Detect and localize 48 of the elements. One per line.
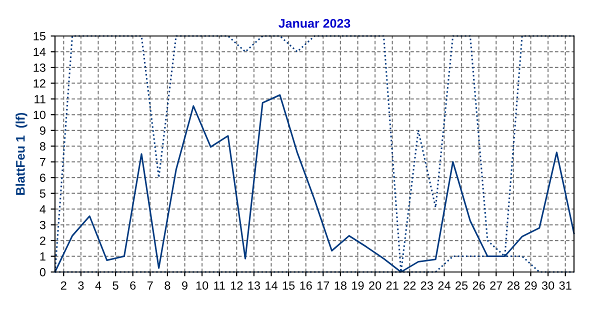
- x-tick-label: 18: [334, 281, 347, 290]
- y-tick-label: 13: [34, 64, 46, 72]
- y-tick-label: 14: [34, 48, 46, 56]
- x-tick-label: 8: [164, 281, 170, 290]
- x-tick-label: 19: [352, 281, 364, 290]
- y-tick-label: 0: [40, 268, 46, 276]
- x-tick-label: 27: [490, 281, 502, 290]
- chart-title: Januar 2023: [278, 18, 350, 28]
- y-tick-label: 1: [40, 252, 46, 261]
- x-tick-label: 20: [369, 281, 382, 290]
- x-tick-label: 15: [282, 281, 295, 290]
- y-axis-title: BlattFeu 1 (lf): [16, 112, 28, 195]
- x-tick-label: 21: [386, 281, 398, 290]
- x-tick-label: 4: [95, 281, 102, 290]
- y-tick-label: 3: [40, 220, 46, 230]
- x-tick-label: 24: [438, 281, 450, 290]
- y-tick-label: 8: [40, 142, 46, 151]
- y-tick-label: 9: [40, 126, 46, 135]
- x-tick-label: 9: [182, 281, 188, 290]
- y-tick-label: 2: [40, 236, 46, 245]
- y-tick-label: 15: [34, 32, 46, 40]
- x-tick-label: 11: [214, 281, 225, 290]
- x-tick-label: 13: [248, 281, 260, 290]
- x-tick-label: 2: [60, 281, 66, 290]
- y-tick-label: 11: [34, 95, 46, 104]
- x-tick-label: 17: [317, 281, 330, 290]
- y-tick-label: 10: [34, 110, 46, 120]
- x-tick-label: 14: [266, 281, 278, 290]
- x-tick-label: 26: [472, 281, 485, 290]
- x-tick-label: 29: [524, 281, 537, 290]
- x-tick-label: 6: [130, 281, 136, 290]
- y-tick-label: 5: [40, 189, 46, 198]
- x-tick-label: 23: [420, 281, 433, 290]
- x-tick-label: 25: [456, 281, 468, 290]
- y-tick-label: 6: [40, 174, 46, 182]
- y-tick-label: 12: [34, 79, 46, 88]
- x-tick-label: 22: [404, 281, 416, 290]
- x-tick-label: 31: [559, 281, 572, 290]
- x-tick-label: 28: [507, 281, 520, 290]
- y-tick-label: 4: [40, 205, 46, 214]
- y-tick-label: 7: [40, 158, 46, 166]
- x-tick-label: 16: [300, 281, 312, 290]
- x-tick-label: 3: [78, 281, 84, 290]
- x-tick-label: 7: [147, 281, 153, 290]
- x-tick-label: 5: [112, 281, 118, 290]
- x-tick-label: 30: [542, 281, 554, 290]
- x-tick-label: 12: [230, 281, 243, 290]
- x-tick-label: 10: [196, 281, 208, 290]
